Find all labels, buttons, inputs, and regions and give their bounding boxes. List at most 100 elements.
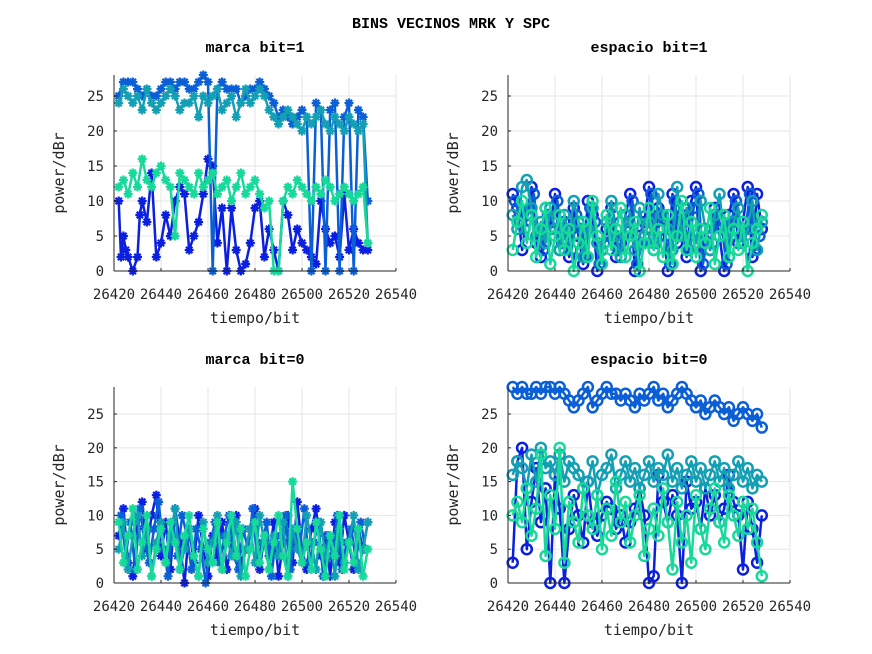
data-point [525, 201, 538, 215]
data-point [586, 455, 599, 468]
data-point [746, 502, 759, 515]
data-point [133, 91, 142, 101]
data-point [259, 203, 269, 213]
data-point [274, 510, 283, 520]
data-point [687, 201, 700, 215]
data-point [128, 168, 138, 178]
y-tick-label: 15 [87, 475, 104, 491]
data-point [349, 558, 359, 568]
y-tick-label: 0 [96, 576, 104, 592]
data-point [255, 558, 265, 568]
data-point [645, 187, 658, 201]
data-point [156, 238, 166, 248]
data-point [137, 154, 147, 164]
data-point [727, 222, 740, 236]
data-point [311, 517, 321, 527]
data-point [302, 112, 312, 122]
x-tick-label: 26420 [487, 287, 529, 303]
data-point [544, 455, 557, 468]
data-point [732, 529, 745, 542]
data-point [515, 461, 529, 475]
data-point [264, 105, 274, 115]
data-point [363, 238, 373, 248]
data-point [231, 182, 241, 192]
y-axis-label: power/dBr [444, 444, 462, 525]
data-point [297, 238, 307, 248]
data-point [703, 468, 717, 482]
data-point [151, 544, 161, 554]
data-point [741, 522, 754, 536]
data-point [586, 522, 599, 536]
subplot-title: marca bit=1 [205, 40, 304, 57]
data-point [311, 504, 321, 514]
data-point [344, 537, 354, 547]
data-point [222, 98, 232, 108]
data-point [121, 245, 131, 255]
data-point [165, 182, 175, 192]
data-point [736, 215, 750, 229]
data-point [180, 77, 189, 87]
data-point [605, 194, 618, 208]
data-point [666, 475, 679, 488]
data-point [212, 189, 222, 199]
data-point [576, 215, 590, 229]
data-point [142, 175, 152, 185]
data-point [713, 187, 726, 201]
data-point [670, 229, 684, 243]
data-point [231, 245, 241, 255]
data-point [572, 536, 585, 549]
data-point [116, 252, 126, 262]
data-point [628, 215, 642, 229]
data-point [299, 504, 309, 514]
x-tick-label: 26500 [281, 599, 323, 615]
data-point [292, 524, 302, 534]
data-point [325, 126, 335, 136]
data-point [306, 119, 316, 129]
y-tick-label: 25 [87, 89, 104, 105]
data-point [283, 105, 293, 115]
data-point [118, 175, 128, 185]
data-point [633, 482, 646, 495]
data-point [652, 222, 665, 236]
x-tick-label: 26460 [187, 287, 229, 303]
data-point [605, 387, 618, 401]
series-line [511, 446, 763, 497]
data-point [344, 112, 354, 122]
data-point [694, 222, 707, 236]
data-point [358, 571, 368, 581]
data-point [175, 564, 185, 574]
data-point [151, 105, 161, 115]
data-point [353, 189, 363, 199]
data-point [539, 549, 552, 563]
data-point [123, 252, 133, 262]
data-point [184, 245, 194, 255]
data-point [297, 105, 307, 115]
data-point [703, 201, 717, 215]
data-point [203, 544, 213, 554]
data-point [572, 236, 585, 250]
data-point [311, 259, 321, 269]
data-point [353, 524, 363, 534]
data-point [558, 475, 571, 488]
data-point [212, 84, 222, 94]
data-point [147, 98, 157, 108]
data-point [511, 215, 524, 229]
data-point [548, 187, 562, 201]
data-point [746, 236, 759, 250]
data-point [262, 517, 272, 527]
data-point [544, 257, 557, 271]
data-point [750, 536, 764, 549]
data-point [666, 257, 679, 271]
data-point [227, 203, 236, 213]
y-tick-label: 5 [96, 542, 104, 558]
series-s3 [114, 84, 373, 248]
data-point [553, 502, 566, 515]
data-point [717, 208, 731, 222]
data-point [694, 461, 707, 475]
data-point [264, 196, 274, 206]
data-point [255, 77, 265, 87]
data-point [222, 175, 232, 185]
data-point [222, 537, 232, 547]
data-point [118, 504, 128, 514]
x-tick-label: 26520 [722, 599, 764, 615]
